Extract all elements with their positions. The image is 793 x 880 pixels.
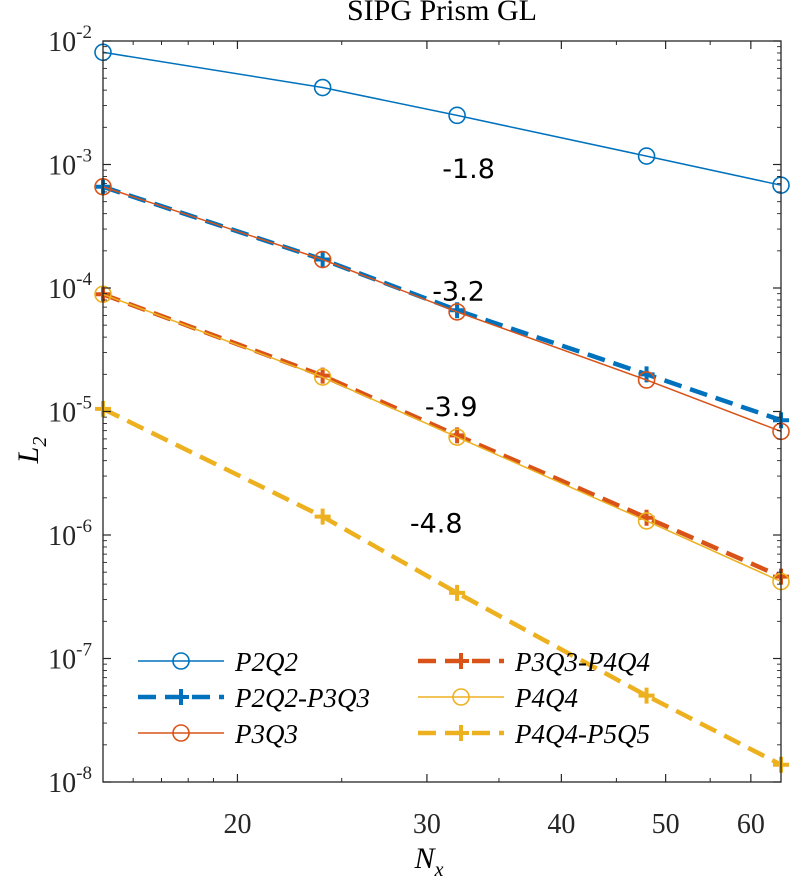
- legend: P2Q2 P3Q3-P4Q4 P2Q2-P3Q3 P4Q4 P3Q3 P4Q4-P5Q5: [138, 647, 650, 749]
- legend-marker: [172, 652, 190, 670]
- series-line-p2q2: [102, 51, 782, 186]
- data-point-p4q4: [448, 428, 466, 446]
- series-p4q4-p5q5: [95, 400, 789, 773]
- legend-item: P4Q4: [418, 683, 578, 713]
- x-axis-label: Nx: [414, 842, 444, 880]
- legend-label: P2Q2: [234, 647, 298, 677]
- y-tick-label-exponent: -2: [76, 22, 92, 43]
- y-tick-label: 10-2: [48, 22, 92, 58]
- y-tick-label: 10-5: [48, 393, 92, 429]
- data-point-p3q3: [313, 250, 332, 269]
- series-line-p4q4: [102, 293, 782, 583]
- legend-label: P4Q4: [514, 683, 578, 713]
- legend-marker: [453, 653, 469, 669]
- slope-annotation: -4.8: [410, 508, 463, 539]
- y-tick-label-exponent: -6: [76, 516, 92, 537]
- data-point-p4q4: [313, 368, 332, 386]
- y-axis-label-subscript: 2: [29, 437, 51, 447]
- legend-marker: [453, 725, 469, 741]
- y-tick-label-base: 10: [48, 398, 76, 429]
- x-tick-label: 50: [652, 809, 680, 840]
- y-tick-label: 10-3: [48, 146, 92, 182]
- data-point-p2q2: [448, 106, 466, 125]
- legend-item: P2Q2: [138, 647, 298, 677]
- y-tick-label-base: 10: [48, 274, 76, 305]
- y-tick-label-exponent: -4: [76, 269, 92, 290]
- y-tick-label-base: 10: [48, 768, 76, 799]
- y-tick-label: 10-4: [48, 269, 92, 305]
- slope-annotation: -1.8: [442, 154, 495, 185]
- legend-marker: [452, 688, 470, 706]
- legend-marker: [172, 724, 190, 742]
- x-tick-label: 20: [223, 809, 251, 840]
- legend-item: P3Q3-P4Q4: [418, 647, 650, 677]
- y-tick-label: 10-7: [48, 640, 92, 676]
- y-tick-label-base: 10: [48, 521, 76, 552]
- series-line-p2q2-p3q3: [102, 184, 782, 423]
- legend-label: P4Q4-P5Q5: [514, 719, 650, 749]
- data-point-p4q4-p5q5: [314, 508, 331, 525]
- legend-item: P3Q3: [138, 719, 298, 749]
- chart-title: SIPG Prism GL: [347, 0, 537, 27]
- y-tick-label-base: 10: [48, 645, 76, 676]
- series-p4q4: [94, 285, 790, 591]
- x-tick-label: 40: [547, 809, 575, 840]
- y-tick-label-exponent: -8: [76, 763, 92, 784]
- y-tick-label: 10-8: [48, 763, 92, 799]
- x-axis-label-subscript: x: [434, 859, 444, 880]
- legend-item: P2Q2-P3Q3: [138, 683, 370, 713]
- y-tick-label: 10-6: [48, 516, 92, 552]
- slope-annotation: -3.2: [432, 277, 485, 308]
- y-tick-label-base: 10: [48, 27, 76, 58]
- y-tick-label-base: 10: [48, 151, 76, 182]
- x-tick-label: 30: [413, 809, 441, 840]
- y-tick-label-exponent: -3: [76, 146, 92, 167]
- legend-label: P2Q2-P3Q3: [234, 683, 370, 713]
- plot-marks: [94, 43, 790, 773]
- y-axis-label: L2: [12, 437, 51, 465]
- series-line-p3q3: [102, 186, 782, 433]
- data-point-p3q3: [448, 303, 466, 321]
- data-point-p4q4: [637, 512, 656, 530]
- data-point-p3q3: [637, 371, 656, 389]
- data-point-p4q4-p5q5: [638, 687, 655, 704]
- legend-marker: [173, 689, 189, 705]
- data-point-p4q4-p5q5: [449, 584, 466, 601]
- slope-annotations: -1.8 -3.2 -3.9 -4.8: [410, 154, 495, 540]
- x-tick-label: 60: [737, 809, 765, 840]
- data-point-p2q2: [637, 147, 656, 165]
- legend-label: P3Q3: [234, 719, 298, 749]
- slope-annotation: -3.9: [425, 392, 478, 423]
- data-point-p2q2: [313, 78, 332, 97]
- legend-label: P3Q3-P4Q4: [514, 647, 650, 677]
- legend-item: P4Q4-P5Q5: [418, 719, 650, 749]
- y-tick-label-exponent: -7: [76, 640, 92, 661]
- y-tick-label-exponent: -5: [76, 393, 92, 414]
- series-line-p4q4-p5q5: [102, 406, 783, 767]
